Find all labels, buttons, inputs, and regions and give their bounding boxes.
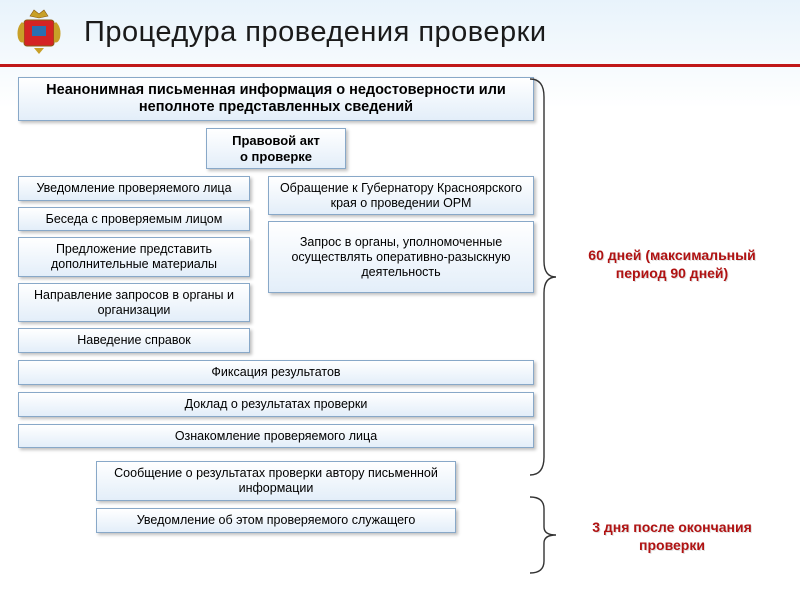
box-left-1: Беседа с проверяемым лицом	[18, 207, 250, 232]
page-title: Процедура проведения проверки	[84, 16, 547, 49]
box-left-2: Предложение представить дополнительные м…	[18, 237, 250, 277]
legal-wrap: Правовой акт о проверке	[18, 128, 534, 169]
flow-column: Неанонимная письменная информация о недо…	[18, 77, 534, 533]
box-full-1: Доклад о результатах проверки	[18, 392, 534, 417]
side-label-top: 60 дней (максимальный период 90 дней)	[582, 247, 762, 282]
two-col-group: Уведомление проверяемого лица Беседа с п…	[18, 176, 534, 353]
legal-line1: Правовой акт	[215, 133, 337, 148]
box-bottom-1: Уведомление об этом проверяемого служаще…	[96, 508, 456, 533]
box-right-1: Запрос в органы, уполномоченные осуществ…	[268, 221, 534, 293]
side-label-bottom: 3 дня после окончания проверки	[582, 519, 762, 554]
box-left-4: Наведение справок	[18, 328, 250, 353]
emblem-icon	[12, 8, 66, 56]
box-right-0: Обращение к Губернатору Красноярского кр…	[268, 176, 534, 216]
box-intro: Неанонимная письменная информация о недо…	[18, 77, 534, 121]
box-left-3: Направление запросов в органы и организа…	[18, 283, 250, 323]
box-full-2: Ознакомление проверяемого лица	[18, 424, 534, 449]
side-column: 60 дней (максимальный период 90 дней) 3 …	[534, 77, 786, 533]
box-full-0: Фиксация результатов	[18, 360, 534, 385]
col-right: Обращение к Губернатору Красноярского кр…	[268, 176, 534, 294]
brace-bottom	[528, 495, 558, 575]
bottom-group: Сообщение о результатах проверки автору …	[18, 461, 534, 532]
legal-line2: о проверке	[215, 149, 337, 164]
box-bottom-0: Сообщение о результатах проверки автору …	[96, 461, 456, 501]
content: Неанонимная письменная информация о недо…	[0, 67, 800, 533]
box-legal: Правовой акт о проверке	[206, 128, 346, 169]
header: Процедура проведения проверки	[0, 0, 800, 62]
brace-top	[528, 77, 558, 477]
col-left: Уведомление проверяемого лица Беседа с п…	[18, 176, 250, 353]
box-left-0: Уведомление проверяемого лица	[18, 176, 250, 201]
